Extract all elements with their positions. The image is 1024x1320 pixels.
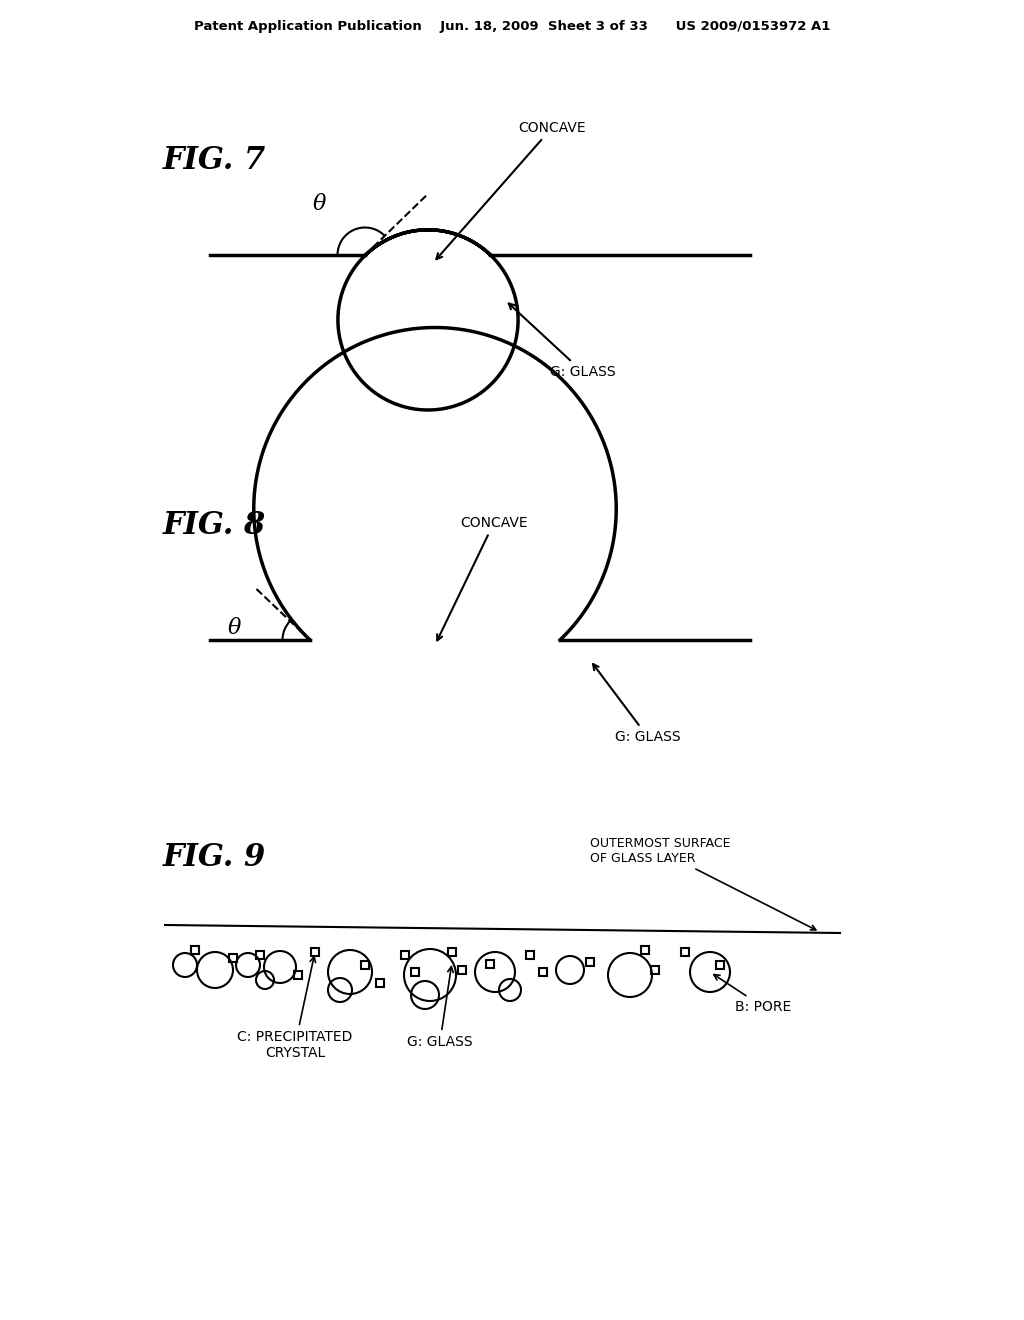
Bar: [539, 968, 547, 975]
Text: G: GLASS: G: GLASS: [509, 304, 615, 379]
Text: G: GLASS: G: GLASS: [408, 966, 473, 1049]
Bar: [256, 950, 264, 960]
Text: θ: θ: [227, 616, 241, 639]
Text: B: PORE: B: PORE: [714, 974, 792, 1014]
Bar: [411, 968, 419, 975]
Text: C: PRECIPITATED
CRYSTAL: C: PRECIPITATED CRYSTAL: [238, 957, 352, 1060]
Text: θ: θ: [312, 193, 326, 215]
Bar: [641, 946, 649, 954]
Bar: [401, 950, 409, 960]
Text: CONCAVE: CONCAVE: [437, 516, 527, 640]
Text: FIG. 7: FIG. 7: [163, 145, 266, 176]
Text: CONCAVE: CONCAVE: [436, 121, 586, 259]
Bar: [486, 960, 494, 968]
Bar: [458, 966, 466, 974]
Text: OUTERMOST SURFACE
OF GLASS LAYER: OUTERMOST SURFACE OF GLASS LAYER: [590, 837, 816, 929]
Bar: [716, 961, 724, 969]
Bar: [651, 966, 659, 974]
Bar: [449, 948, 456, 956]
Text: Patent Application Publication    Jun. 18, 2009  Sheet 3 of 33      US 2009/0153: Patent Application Publication Jun. 18, …: [194, 20, 830, 33]
Text: G: GLASS: G: GLASS: [593, 664, 681, 744]
Bar: [311, 948, 319, 956]
Bar: [681, 948, 689, 956]
Bar: [191, 946, 199, 954]
Bar: [229, 954, 237, 962]
Bar: [294, 972, 302, 979]
Bar: [361, 961, 369, 969]
Bar: [376, 979, 384, 987]
Bar: [586, 958, 594, 966]
Bar: [526, 950, 534, 960]
Text: FIG. 8: FIG. 8: [163, 510, 266, 541]
Text: FIG. 9: FIG. 9: [163, 842, 266, 873]
